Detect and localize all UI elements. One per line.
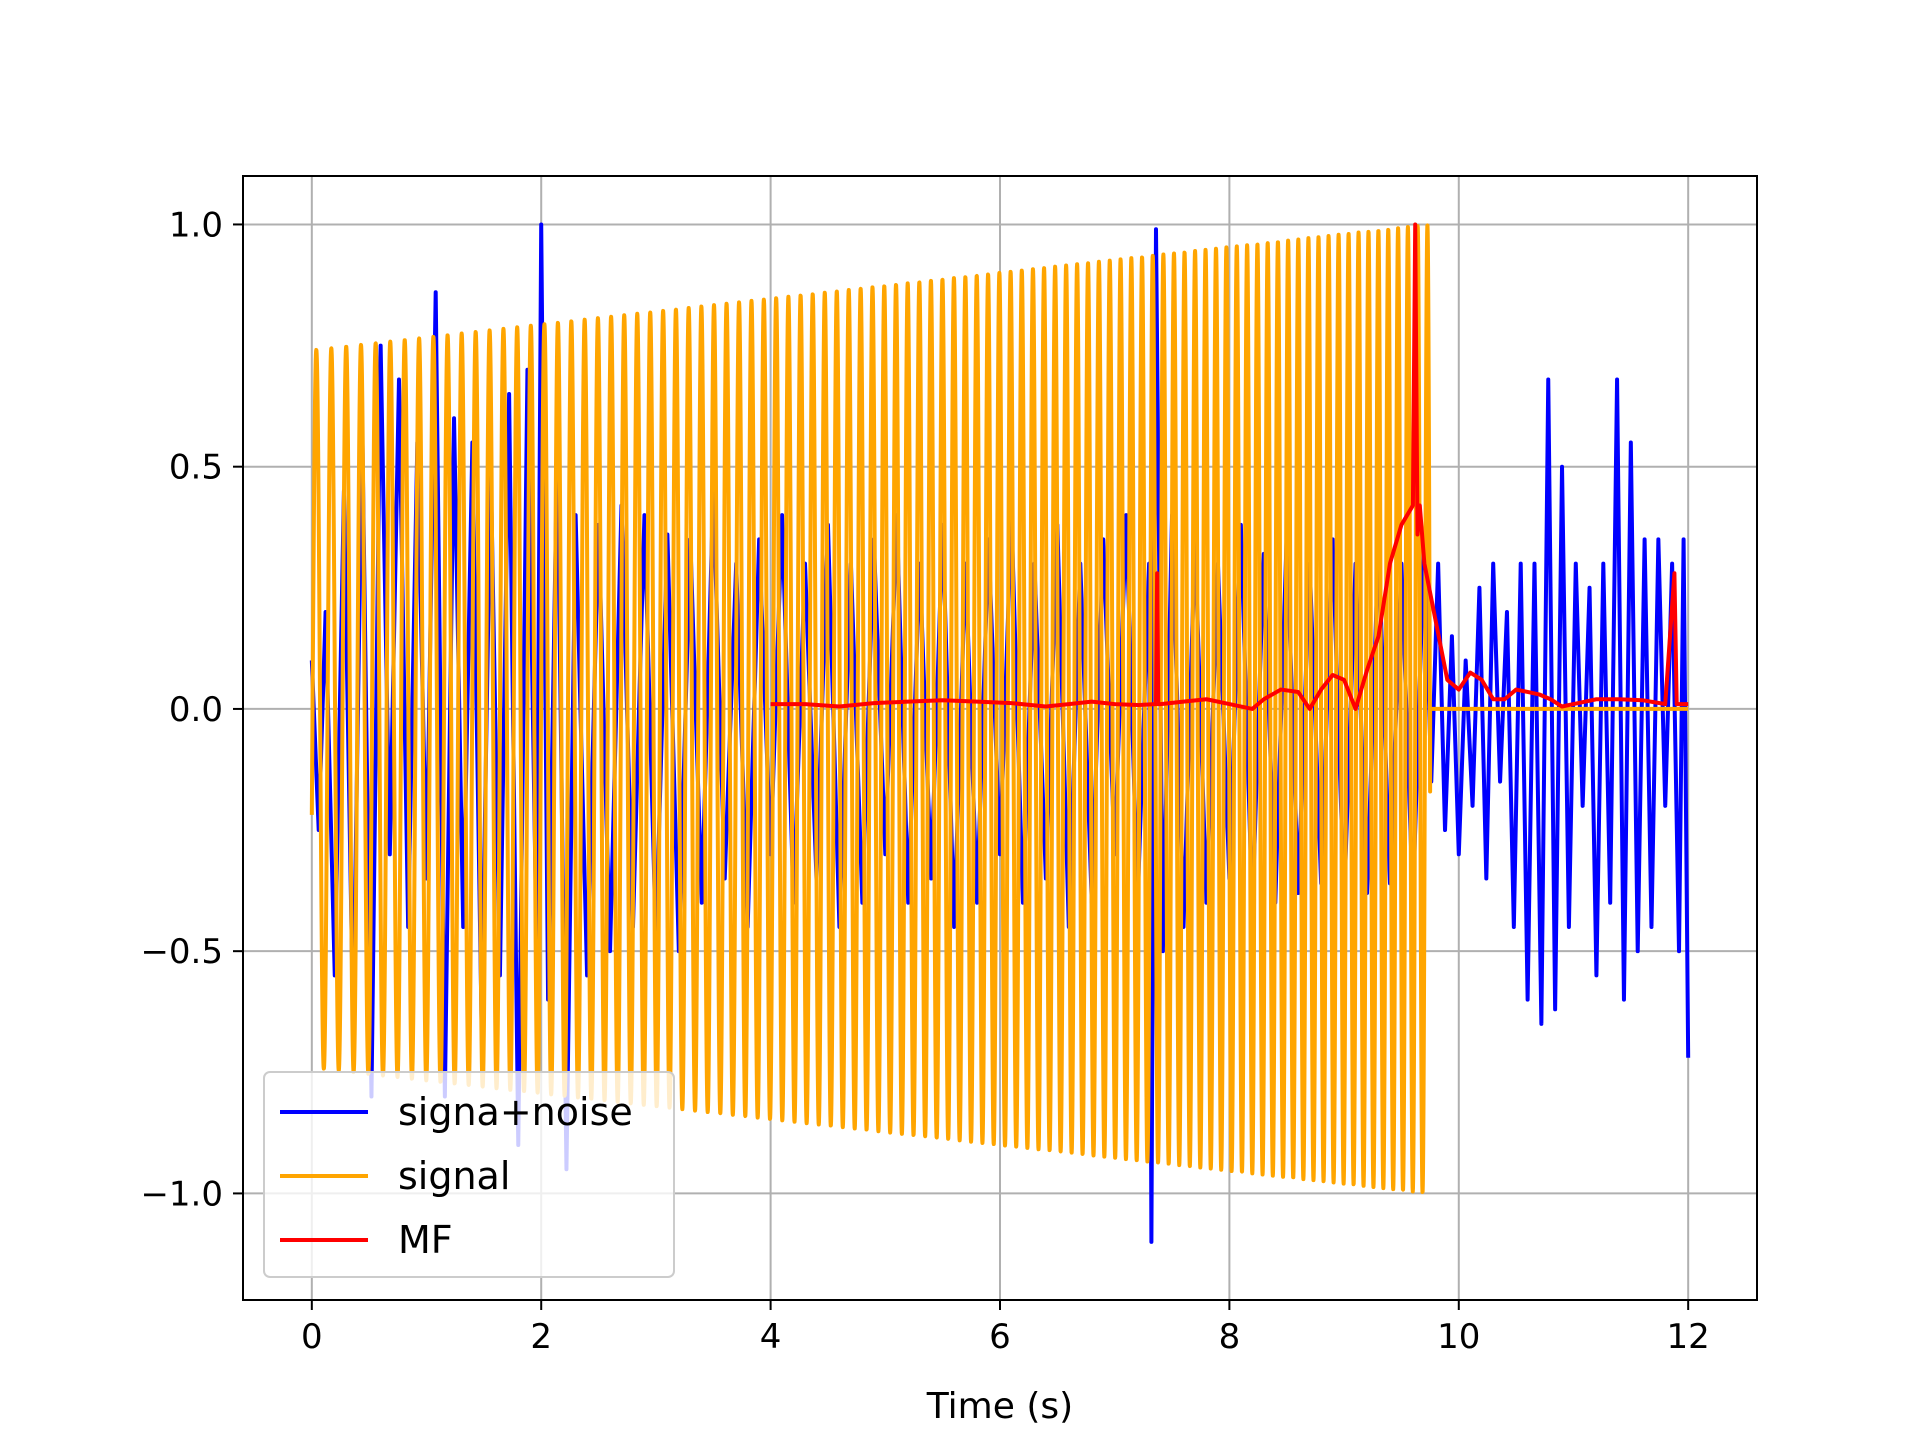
x-tick-label: 8 [1219, 1317, 1241, 1357]
x-tick-label: 4 [760, 1317, 782, 1357]
y-tick-label: −0.5 [140, 932, 223, 972]
x-tick-label: 10 [1437, 1317, 1480, 1357]
legend-label: signa+noise [398, 1090, 633, 1134]
x-axis-label: Time (s) [926, 1386, 1073, 1427]
x-tick-label: 0 [301, 1317, 323, 1357]
x-tick-label: 12 [1667, 1317, 1710, 1357]
axis-ticks: 0 2 4 6 8 10 12 −1.0 −0.5 0.0 0.5 1.0 [140, 205, 1709, 1357]
series-line-mf [770, 222, 1689, 711]
legend-label: MF [398, 1218, 453, 1262]
x-tick-label: 2 [530, 1317, 552, 1357]
y-tick-label: −1.0 [140, 1174, 223, 1214]
y-tick-label: 0.0 [169, 690, 223, 730]
legend-label: signal [398, 1154, 510, 1198]
series-line-signal [309, 223, 1689, 1194]
legend: signa+noise signal MF [263, 1071, 675, 1278]
y-tick-label: 1.0 [169, 205, 223, 245]
x-tick-label: 6 [989, 1317, 1011, 1357]
plot-area [309, 222, 1691, 1244]
legend-box [263, 1071, 675, 1278]
y-tick-label: 0.5 [169, 448, 223, 488]
